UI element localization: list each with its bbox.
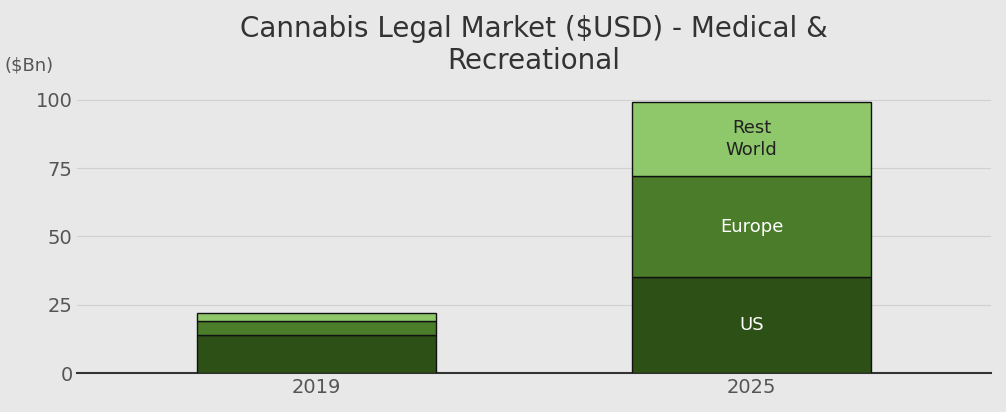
Bar — [632, 103, 871, 176]
Text: ($Bn): ($Bn) — [4, 57, 53, 75]
Text: US: US — [739, 316, 764, 334]
Text: Europe: Europe — [720, 218, 784, 236]
Text: Rest
World: Rest World — [726, 119, 778, 159]
Title: Cannabis Legal Market ($USD) - Medical &
Recreational: Cannabis Legal Market ($USD) - Medical &… — [240, 15, 828, 75]
Bar — [197, 313, 437, 321]
Bar — [632, 176, 871, 277]
Bar — [197, 321, 437, 335]
Bar — [197, 335, 437, 373]
Bar — [632, 277, 871, 373]
